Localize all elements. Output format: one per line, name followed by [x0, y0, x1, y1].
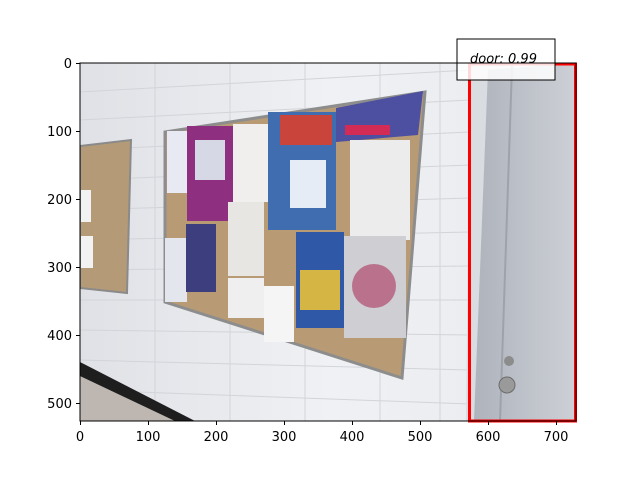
posters: [165, 91, 423, 342]
poster: [300, 270, 340, 310]
door: [474, 63, 576, 421]
left-board-paper: [81, 190, 91, 222]
door-edge: [499, 65, 513, 421]
poster: [290, 160, 326, 208]
door-knob: [498, 376, 516, 394]
y-tick-label: 100: [47, 125, 72, 140]
poster: [167, 131, 189, 193]
detection-label-box: [456, 38, 556, 81]
poster: [186, 224, 216, 292]
y-tick-label: 500: [47, 397, 72, 412]
poster: [280, 115, 332, 145]
x-tick-label: 500: [408, 430, 433, 445]
poster: [264, 286, 294, 342]
detection-label: door: 0.99: [456, 38, 556, 81]
x-tick-label: 0: [76, 430, 84, 445]
x-tick-label: 100: [136, 430, 161, 445]
y-tick-label: 0: [64, 57, 72, 72]
door-lock: [504, 356, 514, 366]
poster: [228, 202, 264, 276]
poster-graphic: [352, 264, 396, 308]
x-tick-label: 600: [476, 430, 501, 445]
poster: [233, 124, 271, 202]
y-axis: [76, 63, 80, 404]
y-tick-labels: 0 100 200 300 400 500: [47, 57, 72, 412]
poster: [165, 238, 187, 302]
y-tick-label: 200: [47, 193, 72, 208]
x-tick-label: 200: [204, 430, 229, 445]
x-axis: [80, 421, 557, 425]
x-tick-label: 400: [340, 430, 365, 445]
poster: [228, 278, 264, 318]
y-tick-label: 400: [47, 329, 72, 344]
y-tick-label: 300: [47, 261, 72, 276]
poster: [195, 140, 225, 180]
baseboard: [80, 362, 195, 421]
x-tick-label: 300: [272, 430, 297, 445]
left-board-paper: [81, 236, 93, 268]
poster: [345, 125, 390, 135]
axes-frame: [79, 62, 577, 422]
x-tick-label: 700: [544, 430, 569, 445]
poster: [350, 140, 410, 240]
detection-label-text: door: 0.99: [470, 52, 537, 67]
photo: [80, 63, 576, 421]
x-tick-labels: 0 100 200 300 400 500 600 700: [76, 430, 569, 445]
